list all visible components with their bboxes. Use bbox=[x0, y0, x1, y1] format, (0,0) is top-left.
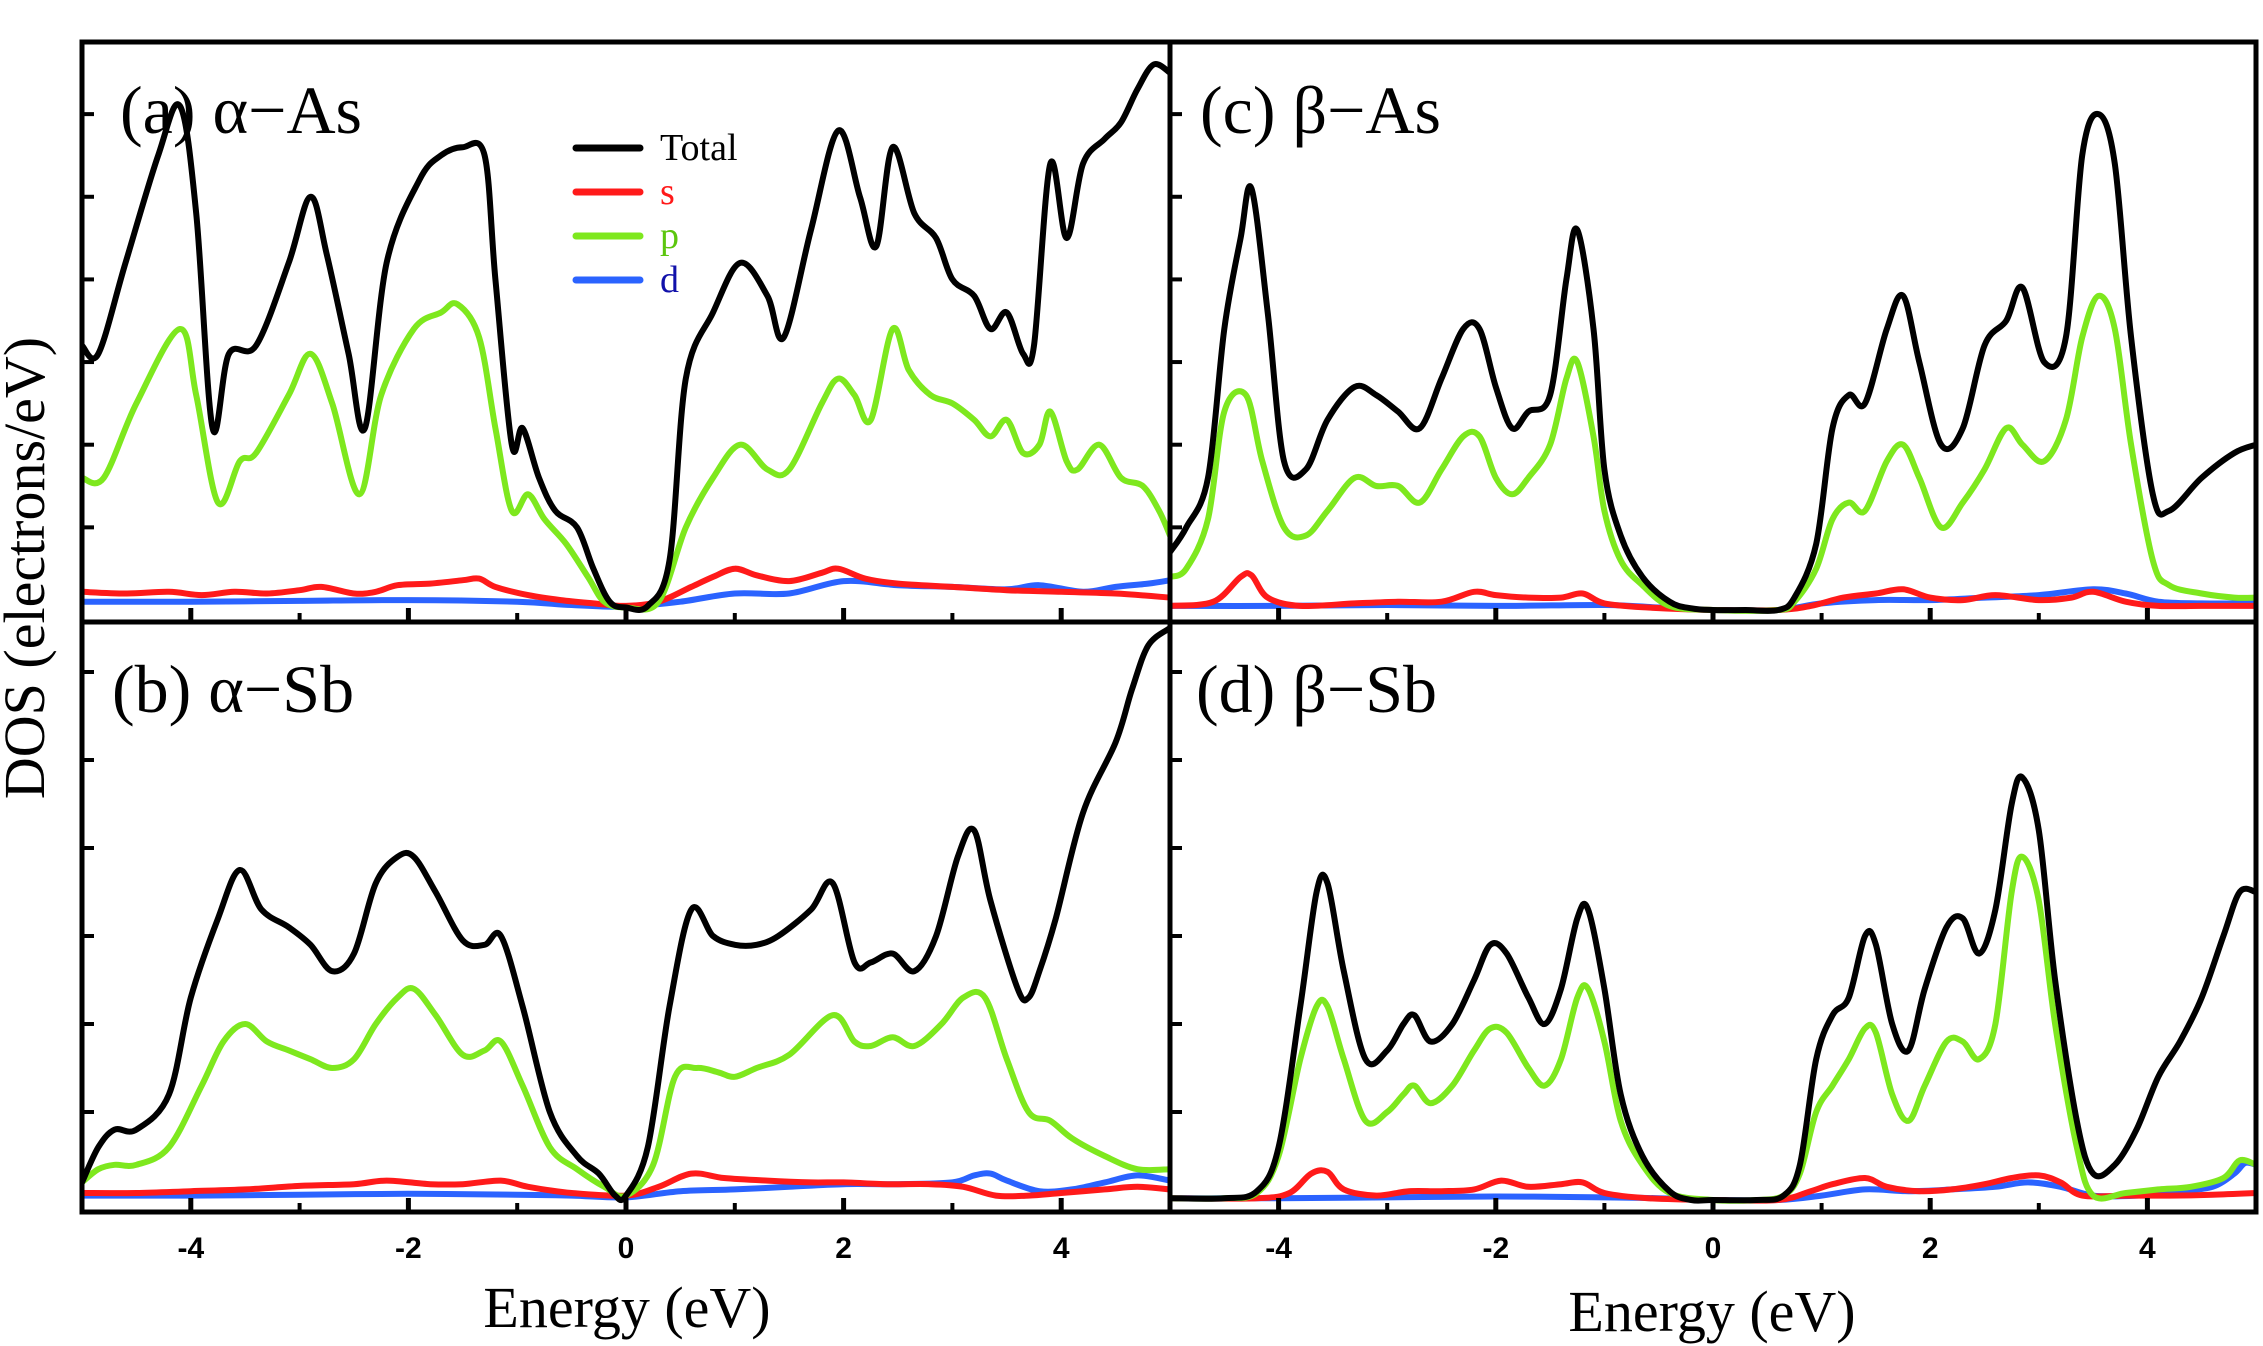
legend-label-d: d bbox=[660, 259, 679, 301]
x-tick-label: 0 bbox=[1705, 1232, 1722, 1265]
y-axis-label: DOS (electrons/eV) bbox=[0, 337, 57, 799]
panel-d-ticks: -4 -2 0 2 4 bbox=[1170, 670, 2156, 1265]
x-tick-label: -4 bbox=[177, 1232, 204, 1265]
panel-a-ticks bbox=[82, 112, 1064, 622]
x-tick-label: 2 bbox=[1922, 1232, 1939, 1265]
x-tick-label: 0 bbox=[618, 1232, 635, 1265]
x-axis-label-right: Energy (eV) bbox=[1568, 1279, 1855, 1344]
x-tick-label: -2 bbox=[395, 1232, 422, 1265]
curve-a-total bbox=[82, 61, 1170, 614]
curve-b-total bbox=[82, 625, 1170, 1204]
panel-c-curves bbox=[1170, 110, 2256, 614]
panel-d: -4 -2 0 2 4 (d) β−Sb bbox=[1167, 619, 2259, 1265]
legend-label-s: s bbox=[660, 171, 675, 213]
legend-label-total: Total bbox=[660, 127, 738, 169]
panel-a-title: (a) α−As bbox=[120, 72, 362, 148]
curve-c-s bbox=[1170, 570, 2256, 614]
panel-d-title: (d) β−Sb bbox=[1196, 651, 1437, 727]
legend-label-p: p bbox=[660, 215, 679, 257]
curve-c-p bbox=[1170, 292, 2256, 614]
panel-b-title: (b) α−Sb bbox=[112, 651, 354, 727]
panel-b: -4 -2 0 2 4 (b) α−Sb bbox=[79, 619, 1173, 1265]
panel-b-curves bbox=[82, 625, 1170, 1204]
panel-a-curves bbox=[82, 61, 1170, 614]
panel-c: (c) β−As bbox=[1167, 39, 2259, 625]
panels-group: -4 -2 0 2 4 (b) α−Sb -4 -2 0 2 4 (d) β−Sb (a) α−As (c… bbox=[79, 39, 2259, 1265]
x-tick-label: -4 bbox=[1265, 1232, 1292, 1265]
panel-d-curves bbox=[1170, 773, 2256, 1204]
x-tick-label: 4 bbox=[2139, 1232, 2156, 1265]
panel-c-frame bbox=[1167, 39, 2259, 625]
x-axis-label-left: Energy (eV) bbox=[483, 1275, 770, 1340]
curve-d-total bbox=[1170, 773, 2256, 1204]
panel-a: (a) α−As bbox=[79, 39, 1173, 625]
curve-b-s bbox=[82, 1170, 1170, 1200]
curve-b-p bbox=[82, 985, 1170, 1200]
x-tick-label: 2 bbox=[835, 1232, 852, 1265]
panel-c-title: (c) β−As bbox=[1200, 72, 1441, 148]
x-tick-label: -2 bbox=[1482, 1232, 1509, 1265]
x-tick-label: 4 bbox=[1053, 1232, 1070, 1265]
panel-c-ticks bbox=[1170, 112, 2150, 622]
curve-c-total bbox=[1170, 110, 2256, 614]
x-axis-labels: Energy (eV) Energy (eV) bbox=[483, 1275, 1855, 1344]
curve-a-s bbox=[82, 565, 1170, 609]
